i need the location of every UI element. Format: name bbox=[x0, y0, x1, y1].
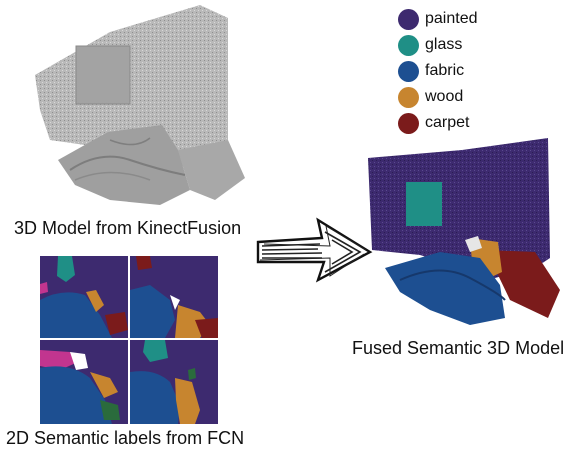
legend-swatch-fabric bbox=[398, 60, 419, 82]
legend-item: glass bbox=[398, 32, 518, 58]
legend-swatch-carpet bbox=[398, 112, 419, 134]
legend-label: fabric bbox=[425, 62, 465, 79]
legend-item: carpet bbox=[398, 110, 518, 136]
legend: painted glass fabric wood carpet bbox=[398, 6, 518, 136]
fused-model-fabric bbox=[385, 252, 505, 325]
legend-label: wood bbox=[425, 88, 464, 105]
arrow-icon bbox=[256, 217, 373, 283]
legend-label: painted bbox=[425, 10, 478, 27]
kinect-mesh-picture-frame bbox=[75, 45, 131, 105]
fcn-label-grid bbox=[40, 256, 218, 424]
caption-fused-model: Fused Semantic 3D Model bbox=[352, 338, 565, 358]
caption-fcn-labels: 2D Semantic labels from FCN bbox=[6, 428, 245, 448]
fcn-tile-bottom-right bbox=[130, 340, 218, 424]
legend-item: fabric bbox=[398, 58, 518, 84]
kinect-mesh-wall bbox=[35, 5, 228, 172]
fused-model-carpet bbox=[486, 250, 560, 318]
kinect-mesh-bed bbox=[58, 125, 190, 205]
fcn-tile-top-right bbox=[130, 256, 218, 338]
legend-item: painted bbox=[398, 6, 518, 32]
caption-kinect-model: 3D Model from KinectFusion bbox=[14, 218, 242, 238]
legend-swatch-painted bbox=[398, 8, 419, 30]
fcn-tile-bottom-left bbox=[40, 340, 128, 424]
legend-label: glass bbox=[425, 36, 463, 53]
fused-model-glass bbox=[406, 182, 442, 226]
fcn-tile-top-left bbox=[40, 256, 128, 338]
legend-swatch-glass bbox=[398, 34, 419, 56]
legend-swatch-wood bbox=[398, 86, 419, 108]
legend-label: carpet bbox=[425, 114, 470, 131]
kinect-mesh-floor bbox=[178, 140, 245, 200]
legend-item: wood bbox=[398, 84, 518, 110]
fused-model-illustration bbox=[368, 138, 560, 325]
